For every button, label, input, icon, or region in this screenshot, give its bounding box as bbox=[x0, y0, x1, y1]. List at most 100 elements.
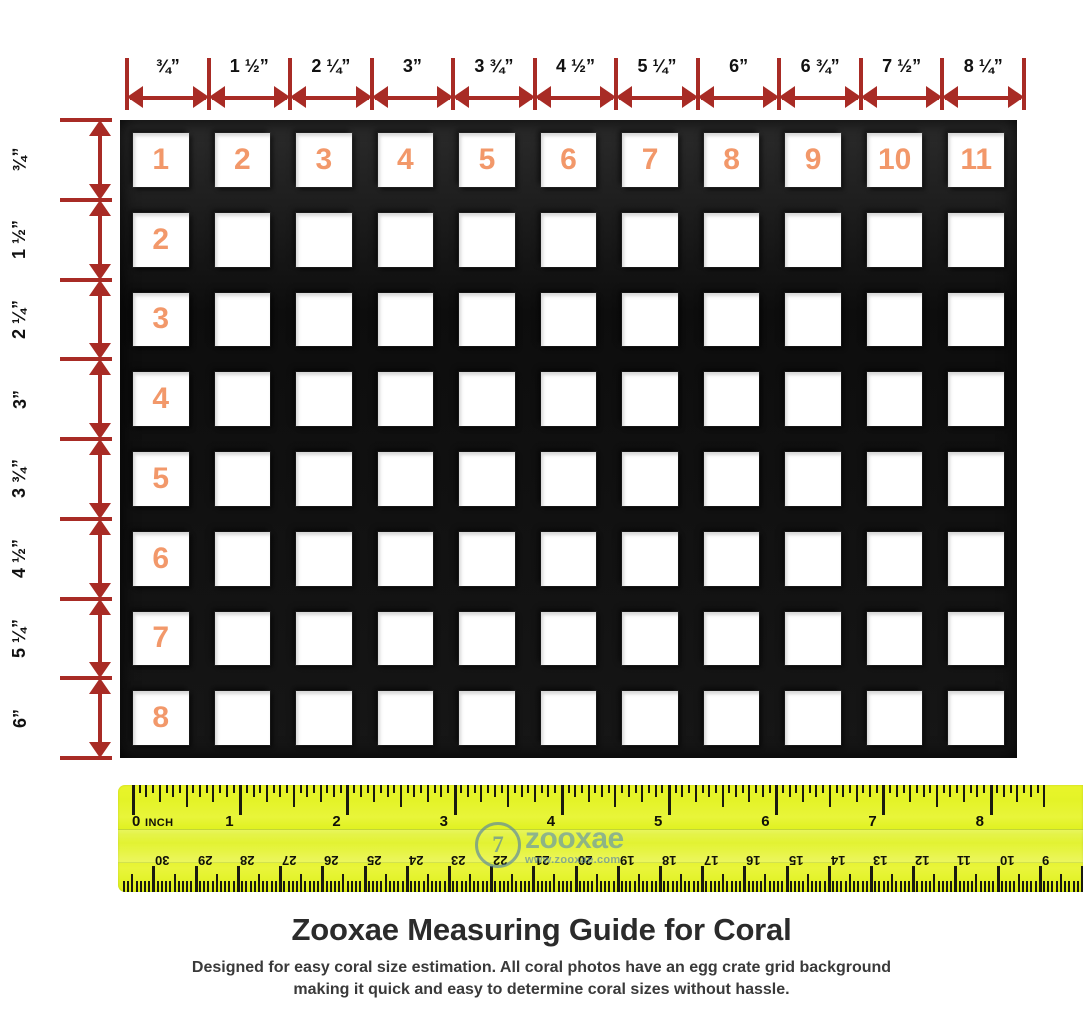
ruler-inch-tick bbox=[138, 785, 141, 793]
arrow-head-up-icon bbox=[89, 678, 111, 695]
ruler-cm-tick bbox=[511, 874, 514, 892]
ruler-cm-tick bbox=[671, 881, 674, 892]
ruler-cm-tick bbox=[422, 881, 425, 892]
ruler-cm-tick bbox=[536, 881, 539, 892]
grid-cell bbox=[459, 212, 515, 267]
top-scale-label: 5 ¼” bbox=[637, 56, 677, 76]
ruler-cm-tick bbox=[266, 881, 269, 892]
ruler-inch-tick bbox=[433, 785, 436, 793]
ruler-cm-tick bbox=[380, 881, 383, 892]
ruler-inch-tick bbox=[701, 785, 704, 793]
arrow-head-down-icon bbox=[89, 263, 111, 280]
ruler-cm-number: 13 bbox=[872, 853, 888, 868]
ruler-cm-tick bbox=[253, 881, 256, 892]
left-scale-tick bbox=[60, 118, 112, 122]
logo-z-mark: 7 bbox=[475, 822, 521, 868]
grid-cell bbox=[296, 212, 352, 267]
ruler-inch-tick bbox=[493, 785, 496, 797]
top-scale-segment: 8 ¼” bbox=[942, 56, 1024, 110]
arrow-head-left-icon bbox=[942, 86, 959, 108]
ruler-inch-tick bbox=[969, 785, 972, 793]
ruler-cm-tick bbox=[625, 881, 628, 892]
ruler-cm-tick bbox=[907, 881, 910, 892]
ruler-cm-tick bbox=[165, 881, 168, 892]
grid-cell bbox=[459, 531, 515, 586]
grid-cell bbox=[866, 212, 923, 267]
ruler-cm-tick bbox=[713, 881, 716, 892]
grid-cell bbox=[377, 292, 434, 347]
ruler-cm-tick bbox=[967, 881, 970, 892]
ruler-cm-tick bbox=[1047, 881, 1050, 892]
left-scale-label: 1 ½” bbox=[9, 220, 30, 260]
ruler-cm-tick bbox=[764, 874, 767, 892]
ruler-cm-tick bbox=[743, 866, 747, 892]
ruler-cm-tick bbox=[312, 881, 315, 892]
ruler-inch-tick bbox=[614, 785, 617, 807]
ruler-cm-tick bbox=[802, 881, 805, 892]
arrow-head-up-icon bbox=[89, 598, 111, 615]
ruler-inch-tick bbox=[453, 785, 457, 815]
ruler-cm-tick bbox=[878, 881, 881, 892]
ruler-inch-tick bbox=[500, 785, 503, 793]
top-scale-label: 8 ¼” bbox=[963, 56, 1003, 76]
arrow-head-right-icon bbox=[1007, 86, 1024, 108]
ruler-cm-tick bbox=[156, 881, 159, 892]
grid-cell-number: 11 bbox=[960, 142, 993, 176]
arrow-head-down-icon bbox=[89, 662, 111, 679]
grid-cell bbox=[377, 372, 434, 426]
ruler-inch-tick bbox=[319, 785, 322, 802]
ruler-inch-number: 5 bbox=[654, 813, 663, 830]
top-scale-segment: 3 ¾” bbox=[453, 56, 535, 110]
grid-cell bbox=[785, 292, 841, 347]
ruler-cm-tick bbox=[941, 881, 944, 892]
ruler-inch-tick bbox=[768, 785, 771, 793]
ruler-cm-tick bbox=[663, 881, 666, 892]
egg-crate-grid: 1 2 3 4 5 6 7 8 9 10 11 2 3 4 5 6 7 8 bbox=[120, 120, 1017, 758]
ruler-cm-tick bbox=[853, 881, 856, 892]
ruler-inch-tick bbox=[936, 785, 938, 807]
ruler-inch-tick bbox=[446, 785, 449, 793]
ruler-cm-tick bbox=[215, 874, 218, 892]
ruler-cm-tick bbox=[962, 881, 965, 892]
ruler-cm-tick bbox=[291, 881, 294, 892]
top-scale-tick bbox=[125, 58, 129, 110]
logo-url: www.zooxae.com bbox=[525, 854, 621, 866]
grid-cell-number: 9 bbox=[804, 142, 822, 176]
ruler-cm-tick bbox=[236, 866, 240, 892]
ruler-inch-tick bbox=[688, 785, 691, 793]
left-scale-segment: 4 ½” bbox=[10, 518, 112, 599]
ruler-cm-number: 15 bbox=[788, 853, 804, 868]
ruler-inch-tick bbox=[668, 785, 671, 815]
ruler-inch-tick bbox=[413, 785, 416, 797]
caption-block: Zooxae Measuring Guide for Coral Designe… bbox=[0, 912, 1083, 1001]
ruler-cm-tick bbox=[519, 881, 522, 892]
grid-cell bbox=[866, 292, 923, 347]
ruler-unit-label: INCH bbox=[145, 817, 174, 829]
arrow-head-up-icon bbox=[89, 439, 111, 455]
ruler-inch-tick bbox=[647, 785, 650, 793]
ruler-cm-tick bbox=[1064, 881, 1067, 892]
ruler-cm-tick bbox=[751, 881, 754, 892]
ruler-cm-tick bbox=[688, 881, 691, 892]
grid-cell bbox=[866, 372, 923, 426]
grid-cell bbox=[622, 212, 678, 267]
left-scale-label: ¾” bbox=[9, 147, 30, 172]
ruler-inch-tick bbox=[272, 785, 275, 793]
grid-cell-number: 5 bbox=[478, 142, 496, 176]
ruler-cm-tick bbox=[696, 881, 699, 892]
ruler-cm-number: 11 bbox=[957, 853, 972, 868]
grid-cell bbox=[948, 292, 1004, 347]
grid-cell bbox=[948, 212, 1004, 267]
ruler-cm-tick bbox=[701, 866, 705, 892]
grid-cell bbox=[622, 372, 678, 426]
ruler-inch-tick bbox=[721, 785, 724, 807]
ruler-cm-tick bbox=[692, 881, 695, 892]
top-scale-label: 1 ½” bbox=[229, 56, 269, 76]
ruler-cm-tick bbox=[587, 881, 590, 892]
grid-cell bbox=[785, 611, 841, 666]
grid-cell bbox=[622, 691, 678, 745]
top-scale-label: 3 ¾” bbox=[474, 56, 514, 76]
grid-cell-number: 10 bbox=[877, 142, 912, 176]
ruler-cm-tick bbox=[304, 881, 307, 892]
ruler-inch-tick bbox=[487, 785, 490, 793]
